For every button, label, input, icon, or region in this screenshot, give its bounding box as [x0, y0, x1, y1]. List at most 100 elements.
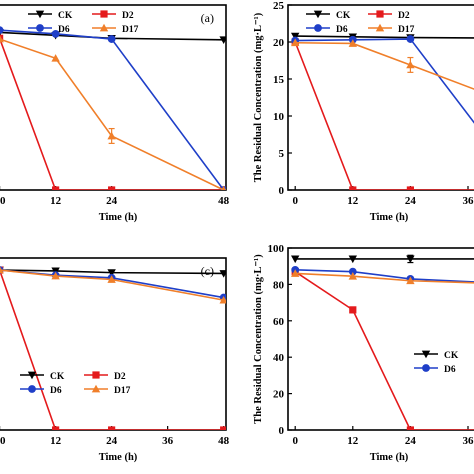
- x-axis-title: Time (h): [370, 452, 409, 463]
- legend-label: D17: [122, 25, 139, 35]
- data-point-ck: [219, 36, 226, 44]
- legend-label: CK: [58, 11, 73, 21]
- legend-marker: [28, 385, 36, 393]
- legend-marker: [375, 23, 385, 32]
- legend-marker: [92, 371, 100, 379]
- x-axis-title: Time (h): [370, 212, 409, 223]
- series-line-d6: [295, 38, 474, 124]
- data-point-d6: [51, 29, 60, 38]
- x-tick-label: 0: [292, 195, 298, 207]
- data-point-d17: [219, 295, 226, 304]
- data-point-d17: [51, 54, 60, 62]
- series-line-d17: [295, 272, 474, 284]
- series-line-d6: [295, 269, 474, 283]
- data-point-ck: [291, 32, 300, 41]
- y-tick-label: 80: [273, 279, 285, 291]
- legend-marker: [100, 10, 108, 18]
- panel-label: (c): [201, 264, 214, 278]
- legend: CK D2 D6 D17: [306, 10, 415, 35]
- data-point-ck: [219, 270, 226, 278]
- y-tick-label: 10: [273, 111, 285, 123]
- data-point-d6: [406, 35, 415, 43]
- y-tick-label: 40: [273, 352, 285, 364]
- data-point-d17: [291, 269, 300, 277]
- data-point-d2: [349, 186, 357, 190]
- legend-marker: [376, 10, 384, 18]
- legend-marker: [27, 371, 37, 380]
- legend-label: D2: [398, 11, 410, 21]
- legend-marker: [35, 10, 45, 19]
- plot-frame: [287, 4, 474, 191]
- legend-marker: [36, 24, 44, 32]
- legend-label: CK: [336, 11, 351, 21]
- y-axis-title: The Residual Concentration (mg·L⁻¹): [253, 254, 264, 424]
- data-point-d6: [0, 26, 4, 35]
- data-point-d17: [107, 275, 116, 283]
- plot-frame: [287, 247, 474, 431]
- x-axis-title: Time (h): [99, 452, 138, 463]
- chart-panel: 0 12 24 48 Time (h) (a) CK D2 D6 D17: [0, 4, 230, 223]
- series-line-ck: [0, 269, 224, 275]
- data-point-ck: [291, 255, 300, 264]
- data-point-d17: [406, 276, 415, 285]
- x-tick-label: 24: [106, 195, 118, 207]
- x-tick-label: 48: [218, 435, 230, 447]
- data-point-d2: [0, 34, 4, 42]
- series-line-d17: [0, 38, 225, 190]
- data-point-d2: [349, 306, 357, 314]
- y-tick-label: 0: [279, 185, 285, 197]
- series-line-d17: [0, 269, 224, 301]
- y-tick-label: 15: [273, 74, 285, 86]
- data-point-d2: [108, 426, 116, 430]
- data-point-d6: [107, 35, 116, 43]
- x-tick-label: 0: [292, 435, 298, 447]
- y-tick-label: 0: [279, 425, 285, 437]
- y-tick-label: 20: [273, 37, 285, 49]
- legend-label: D17: [398, 25, 415, 35]
- series-line-d2: [294, 41, 474, 190]
- plot-frame: [0, 257, 227, 431]
- plot-area: [0, 26, 226, 190]
- legend-marker: [99, 23, 109, 32]
- data-point-d17: [348, 272, 357, 280]
- legend-marker: [314, 24, 322, 32]
- x-tick-label: 36: [162, 435, 174, 447]
- plot-area: [291, 32, 474, 190]
- legend-label: D6: [336, 25, 348, 35]
- series-line-d2: [294, 270, 474, 430]
- x-tick-label: 36: [463, 195, 474, 207]
- y-axis-title: The Residual Concentration (mg·L⁻¹): [253, 12, 264, 182]
- legend-label: D2: [114, 372, 126, 382]
- y-tick-label: 60: [273, 316, 285, 328]
- panel-label: (a): [201, 11, 214, 25]
- series-line-d17: [295, 41, 474, 90]
- data-point-d2: [406, 426, 414, 430]
- chart-panel: 0 12 24 36 0 20 40 60 80 100 Time (h) The Residual …: [253, 243, 474, 463]
- x-tick-label: 12: [347, 435, 359, 447]
- x-tick-label: 12: [50, 195, 62, 207]
- data-point-d2: [220, 426, 226, 430]
- data-point-d2: [52, 426, 60, 430]
- x-tick-label: 0: [0, 195, 6, 207]
- legend-marker: [421, 350, 431, 359]
- legend-label: D6: [50, 386, 62, 396]
- x-tick-label: 0: [0, 435, 6, 447]
- data-point-d17: [51, 271, 60, 280]
- data-point-ck: [107, 269, 116, 277]
- data-point-d2: [52, 186, 60, 190]
- x-tick-label: 24: [405, 195, 417, 207]
- legend-label: CK: [50, 372, 65, 382]
- legend-marker: [313, 10, 323, 19]
- data-point-d17: [0, 266, 4, 274]
- x-tick-label: 24: [405, 435, 417, 447]
- data-point-d2: [406, 186, 414, 190]
- chart-panel: 0 12 24 36 0 5 10 15 20 25 Time (h) The Residual Co…: [253, 0, 474, 223]
- data-point-d6: [348, 267, 357, 276]
- x-tick-label: 36: [463, 435, 474, 447]
- x-tick-label: 48: [218, 195, 230, 207]
- data-point-d2: [108, 186, 116, 190]
- legend-label: D2: [122, 11, 134, 21]
